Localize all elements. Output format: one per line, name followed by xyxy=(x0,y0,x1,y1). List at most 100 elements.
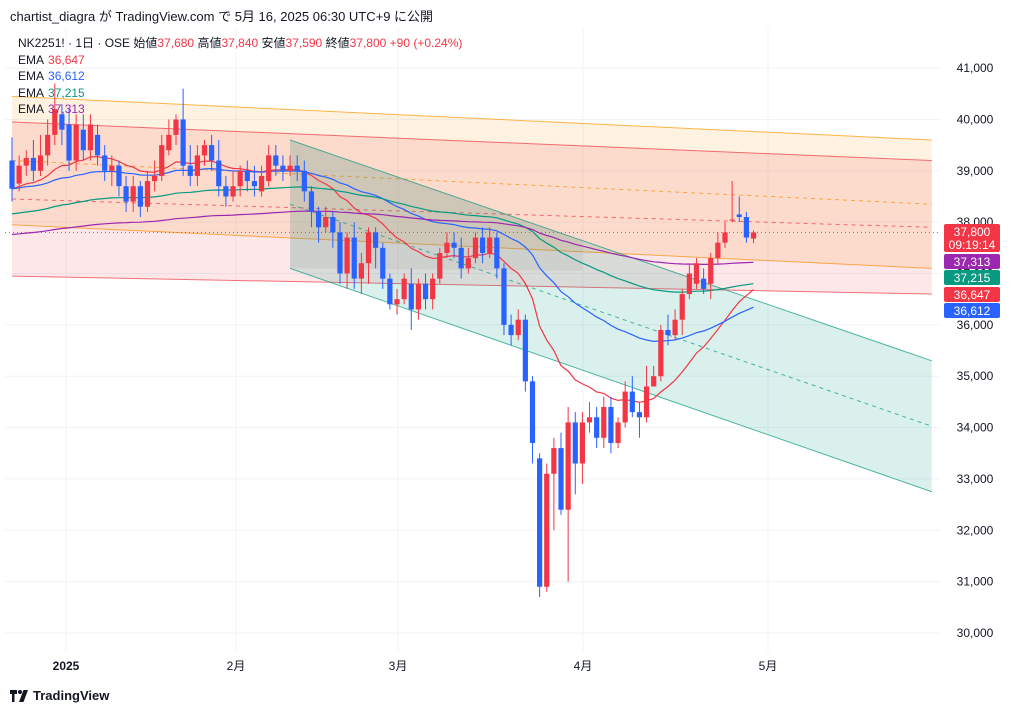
candle-body xyxy=(515,319,521,336)
candle-body xyxy=(736,214,742,218)
y-tick-label: 34,000 xyxy=(957,421,994,435)
candle-body xyxy=(159,145,165,176)
ema-value: 36,612 xyxy=(48,69,85,83)
x-tick-label: 2月 xyxy=(227,659,246,673)
symbol-label: NK2251! · 1日 · OSE xyxy=(18,36,131,50)
ema-row-2[interactable]: EMA 36,612 xyxy=(18,68,462,85)
candle-body xyxy=(351,237,357,279)
ohlc-row: NK2251! · 1日 · OSE 始値37,680 高値37,840 安値3… xyxy=(18,35,462,52)
candle-body xyxy=(30,157,36,171)
x-axis: 2025 2月 3月 4月 5月 xyxy=(53,659,778,673)
candle-body xyxy=(194,155,200,176)
low-label: 安値 xyxy=(261,36,286,50)
candle-body xyxy=(572,422,578,464)
candle-body xyxy=(9,160,15,189)
candle-body xyxy=(273,155,279,166)
candle-body xyxy=(487,237,493,253)
downtrend-channel-upper-line xyxy=(289,139,932,362)
y-tick-label: 35,000 xyxy=(957,369,994,383)
candle-body xyxy=(116,165,122,187)
candle-body xyxy=(223,186,229,197)
candle-body xyxy=(280,165,286,171)
y-tick-label: 41,000 xyxy=(957,61,994,75)
close-value: 37,800 xyxy=(349,36,387,50)
candle-body xyxy=(173,119,179,135)
x-tick-label: 3月 xyxy=(389,659,408,673)
candle-body xyxy=(230,186,236,197)
middle-channel-upper-line xyxy=(11,121,932,162)
price-label-text: 37,800 xyxy=(954,225,991,239)
candle-body xyxy=(693,263,700,284)
candle-body xyxy=(152,175,158,182)
candle-body xyxy=(401,278,407,300)
candle-body xyxy=(80,129,86,151)
ema-value: 37,215 xyxy=(48,85,85,100)
candle-body xyxy=(244,170,250,182)
candle-body xyxy=(16,165,22,184)
footer-brand[interactable]: TradingView xyxy=(10,688,109,703)
candle-body xyxy=(87,124,94,151)
price-label-subtext: 09:19:14 xyxy=(949,238,996,252)
candle-body xyxy=(658,329,664,377)
candle-body xyxy=(66,124,72,161)
close-label: 終値 xyxy=(325,36,350,50)
downtrend-channel-median-line xyxy=(289,203,932,427)
candle-body xyxy=(166,134,172,151)
candle-body xyxy=(594,417,600,438)
x-tick-label: 5月 xyxy=(759,659,778,673)
candle-body xyxy=(52,109,58,135)
candle-body xyxy=(45,134,51,156)
price-label-box xyxy=(944,303,1000,318)
candle-body xyxy=(522,319,528,382)
candle-body xyxy=(187,165,193,176)
price-label-text: 37,215 xyxy=(954,271,991,285)
candle-body xyxy=(216,160,222,187)
candle-body xyxy=(201,145,208,156)
candle-body xyxy=(437,252,443,279)
candle-body xyxy=(729,219,735,221)
candle-body xyxy=(529,381,536,443)
candle-body xyxy=(458,247,464,269)
candle-body xyxy=(315,211,322,228)
candle-body xyxy=(586,417,593,423)
candle-body xyxy=(544,473,550,587)
y-tick-label: 32,000 xyxy=(957,523,994,537)
candle-body xyxy=(337,232,343,274)
high-label: 高値 xyxy=(197,36,222,50)
candle-body xyxy=(394,299,400,305)
ema-row-1[interactable]: EMA 36,647 xyxy=(18,52,462,69)
candle-body xyxy=(344,237,350,274)
y-tick-label: 31,000 xyxy=(957,575,994,589)
candle-body xyxy=(180,119,186,166)
y-axis: 30,000 31,000 32,000 33,000 34,000 35,000 36,0… xyxy=(957,61,994,640)
open-label: 始値 xyxy=(133,36,158,50)
overlap-shade xyxy=(290,139,583,271)
candle-body xyxy=(579,422,585,464)
candle-body xyxy=(144,181,151,207)
candle-body xyxy=(137,186,143,207)
ema-row-3[interactable]: EMA 37,215 xyxy=(18,85,462,102)
price-label-text: 36,647 xyxy=(954,288,991,302)
ema-label: EMA xyxy=(18,69,45,83)
upper-channel-fill xyxy=(12,96,932,269)
ema-label: EMA xyxy=(18,52,45,67)
chart-legend: NK2251! · 1日 · OSE 始値37,680 高値37,840 安値3… xyxy=(18,35,462,118)
candle-body xyxy=(651,376,657,387)
candle-body xyxy=(636,412,643,418)
candle-body xyxy=(323,217,329,228)
y-tick-label: 39,000 xyxy=(957,164,994,178)
y-tick-label: 33,000 xyxy=(957,472,994,486)
y-tick-label: 36,000 xyxy=(957,318,994,332)
candle-body xyxy=(251,181,258,187)
candle-body xyxy=(743,217,749,238)
candle-body xyxy=(672,319,678,336)
candle-body xyxy=(287,165,293,171)
upper-channel-upper-line xyxy=(11,95,932,141)
candle-body xyxy=(679,294,685,320)
ema-row-4[interactable]: EMA 37,313 xyxy=(18,101,462,118)
publish-header: chartist_diagra が TradingView.com で 5月 1… xyxy=(10,9,434,24)
candle-body xyxy=(130,186,136,202)
candle-body xyxy=(465,258,471,269)
